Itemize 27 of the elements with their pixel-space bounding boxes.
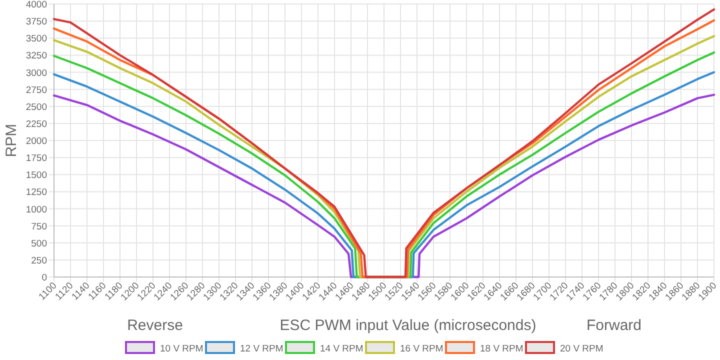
y-tick-label: 3000 [26,68,47,79]
y-tick-label: 2750 [26,84,47,96]
legend-label: 18 V RPM [480,344,524,354]
y-tick-label: 1500 [26,170,47,182]
y-tick-label: 750 [31,221,47,232]
y-axis-title: RPM [3,124,20,158]
y-tick-label: 1750 [26,153,47,164]
y-tick-label: 4000 [26,0,47,10]
legend-label: 14 V RPM [320,344,364,354]
y-tick-label: 2000 [26,136,47,147]
y-tick-label: 1000 [26,204,47,216]
legend-label: 20 V RPM [560,344,604,354]
y-tick-label: 3250 [26,50,47,62]
x-axis-title: ESC PWM input Value (microseconds) [280,317,536,334]
y-tick-label: 3500 [26,34,47,45]
y-tick-label: 1250 [26,187,47,198]
y-tick-label: 2500 [26,102,47,113]
legend-label: 16 V RPM [400,344,444,354]
y-tick-label: 2250 [26,118,47,130]
legend-label: 12 V RPM [240,344,284,354]
y-tick-label: 500 [31,238,47,250]
text: Reverse [127,317,183,334]
text: Forward [586,317,642,334]
y-tick-label: 250 [31,255,47,266]
y-tick-label: 0 [42,272,47,284]
y-tick-label: 3750 [26,16,47,28]
legend-label: 10 V RPM [160,344,204,354]
